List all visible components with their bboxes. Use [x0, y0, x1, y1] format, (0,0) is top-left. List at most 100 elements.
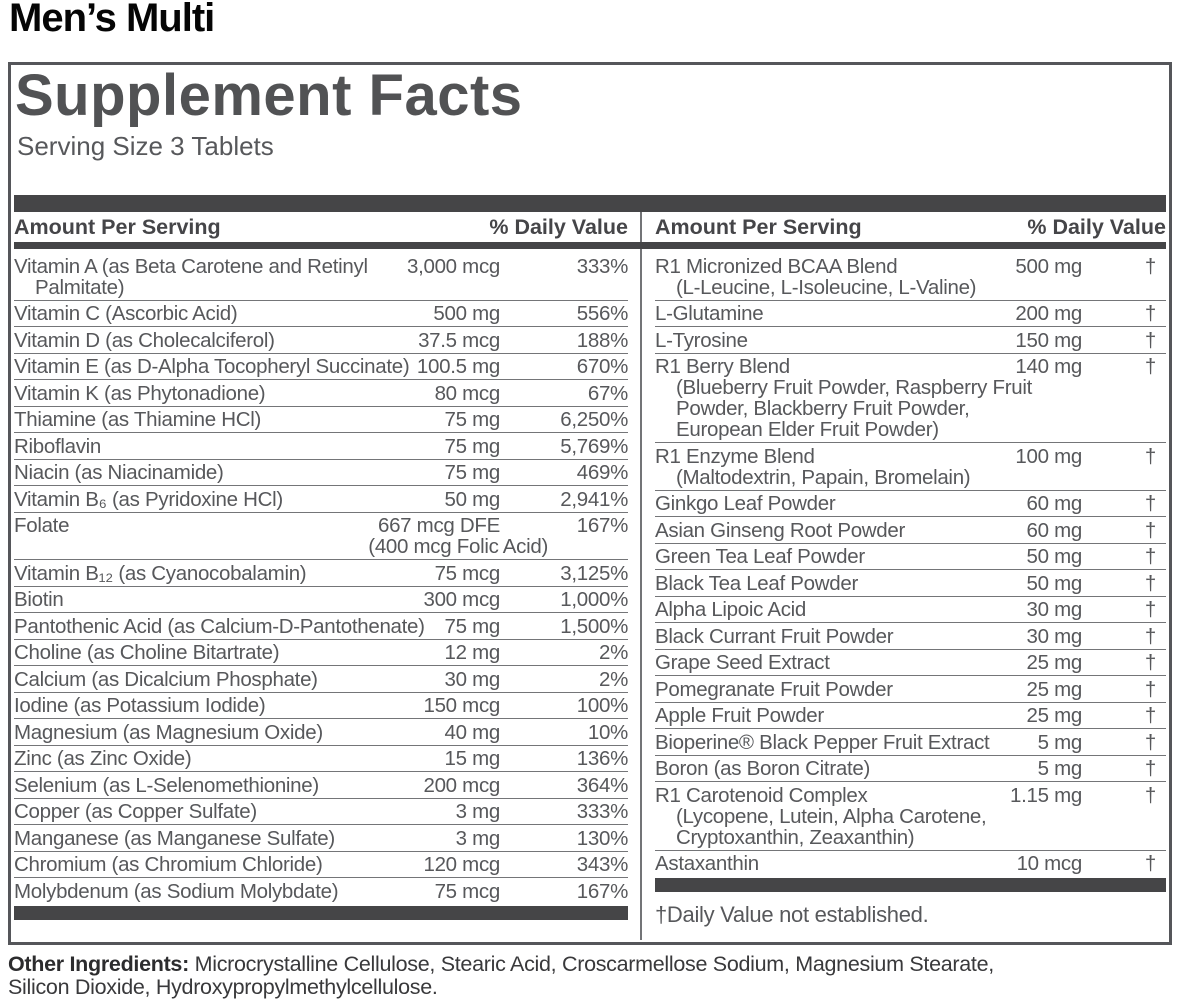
table-row: Vitamin C (Ascorbic Acid) 500 mg 556% [14, 301, 629, 327]
ingredient-daily-value: † [1144, 677, 1156, 701]
ingredient-name: R1 Micronized BCAA Blend (L-Leucine, L-Is… [655, 254, 977, 299]
ingredient-daily-value: † [1144, 355, 1156, 378]
ingredient-name: Boron (as Boron Citrate) [655, 757, 870, 780]
ingredient-name: Calcium (as Dicalcium Phosphate) [14, 667, 318, 691]
table-row: R1 Enzyme Blend (Maltodextrin, Papain, Br… [655, 443, 1166, 491]
ingredient-name: Vitamin K (as Phytonadione) [14, 381, 266, 405]
ingredient-amount: 30 mg [1026, 624, 1083, 648]
table-row: R1 Carotenoid Complex (Lycopene, Lutein, … [655, 782, 1166, 851]
table-row: Thiamine (as Thiamine HCl) 75 mg 6,250% [14, 407, 628, 433]
ingredient-amount: 300 mcg [423, 588, 500, 611]
ingredient-daily-value: 67% [587, 381, 628, 405]
daily-value-footnote: †Daily Value not established. [655, 902, 929, 927]
ingredient-daily-value: 2,941% [560, 487, 628, 511]
table-row: Pantothenic Acid (as Calcium-D-Pantothen… [14, 613, 628, 640]
ingredient-name: L-Tyrosine [655, 328, 748, 352]
ingredient-daily-value: 3,125% [560, 561, 628, 585]
ingredient-amount: 200 mg [1015, 302, 1082, 325]
ingredient-amount: 50 mg [1026, 545, 1083, 568]
left-bottom-bar [14, 905, 628, 920]
ingredient-name: Vitamin B₆ (as Pyridoxine HCl) [14, 487, 283, 511]
ingredient-amount: 50 mg [444, 487, 501, 511]
ingredient-name: Selenium (as L-Selenomethionine) [14, 773, 319, 797]
ingredient-name: Ginkgo Leaf Powder [655, 492, 836, 515]
facts-table: Amount Per Serving % Daily Value Amount … [14, 195, 1166, 928]
table-columns: Vitamin A (as Beta Carotene and Retinyl P… [14, 253, 1166, 928]
ingredient-name: Zinc (as Zinc Oxide) [14, 747, 192, 770]
ingredient-name: Bioperine® Black Pepper Fruit Extract [655, 730, 990, 754]
table-row: Iodine (as Potassium Iodide) 150 mcg 100% [14, 693, 629, 719]
ingredient-daily-value: 1,000% [560, 588, 628, 611]
table-row: Zinc (as Zinc Oxide) 15 mg 136% [14, 746, 629, 772]
amount-per-serving-header: Amount Per Serving [655, 215, 862, 239]
ingredient-name: Vitamin A (as Beta Carotene and Retinyl P… [14, 254, 368, 299]
table-row: Biotin 300 mcg 1,000% [14, 587, 628, 613]
ingredient-daily-value: 100% [576, 694, 629, 717]
ingredient-daily-value: 2% [598, 667, 628, 691]
ingredient-name: Biotin [14, 588, 64, 611]
ingredient-name: Niacin (as Niacinamide) [14, 461, 224, 484]
ingredient-name: Thiamine (as Thiamine HCl) [14, 408, 262, 431]
right-bottom-bar [655, 878, 1166, 892]
ingredient-amount: 75 mg [444, 461, 501, 484]
ingredient-name: Vitamin C (Ascorbic Acid) [14, 302, 238, 325]
ingredient-name: Manganese (as Manganese Sulfate) [14, 826, 335, 850]
ingredient-name: Iodine (as Potassium Iodide) [14, 694, 266, 717]
ingredient-daily-value: † [1144, 852, 1156, 875]
ingredient-amount: 3 mg [455, 826, 501, 850]
ingredient-amount: 200 mcg [423, 773, 500, 797]
ingredient-name: Asian Ginseng Root Powder [655, 518, 906, 542]
ingredient-amount: 1.15 mg [1010, 783, 1082, 807]
ingredient-amount: 500 mg [1015, 254, 1082, 278]
ingredient-daily-value: † [1144, 328, 1156, 352]
table-row: L-Glutamine 200 mg † [655, 301, 1166, 327]
ingredient-amount: 100.5 mg [416, 355, 500, 378]
other-ingredients-label: Other Ingredients: [8, 952, 189, 976]
ingredient-amount: 30 mg [1026, 598, 1083, 621]
table-row: Choline (as Choline Bitartrate) 12 mg 2% [14, 640, 628, 666]
amount-per-serving-header: Amount Per Serving [14, 215, 221, 239]
ingredient-name: Magnesium (as Magnesium Oxide) [14, 720, 323, 744]
ingredient-amount: 15 mg [444, 747, 501, 770]
right-column: R1 Micronized BCAA Blend (L-Leucine, L-Is… [655, 253, 1166, 928]
ingredient-amount: 50 mg [1026, 571, 1083, 595]
ingredient-name: Vitamin D (as Cholecalciferol) [14, 328, 275, 352]
other-ingredients-text: Microcrystalline Cellulose, Stearic Acid… [8, 952, 994, 999]
ingredient-amount: 75 mg [444, 408, 501, 431]
ingredient-amount: 120 mcg [423, 853, 500, 876]
product-title: Men’s Multi [9, 0, 215, 40]
ingredient-name: Vitamin B₁₂ (as Cyanocobalamin) [14, 561, 307, 585]
ingredient-amount: 150 mcg [423, 694, 500, 717]
ingredient-amount: 150 mg [1015, 328, 1082, 352]
right-column-rows: R1 Micronized BCAA Blend (L-Leucine, L-Is… [655, 253, 1166, 876]
ingredient-daily-value: 556% [576, 302, 629, 325]
ingredient-amount: 12 mg [444, 641, 501, 664]
ingredient-daily-value: 167% [576, 879, 629, 903]
ingredient-amount: 60 mg [1026, 492, 1083, 515]
ingredient-name: R1 Carotenoid Complex (Lycopene, Lutein, … [655, 783, 987, 849]
ingredient-amount: 75 mg [444, 434, 501, 458]
ingredient-name: L-Glutamine [655, 302, 764, 325]
table-row: Apple Fruit Powder 25 mg † [655, 703, 1166, 729]
ingredient-name: Copper (as Copper Sulfate) [14, 800, 257, 823]
ingredient-amount: 100 mg [1015, 444, 1082, 468]
ingredient-daily-value: † [1144, 254, 1156, 278]
ingredient-daily-value: 136% [576, 747, 629, 770]
panel-inner: Supplement Facts Serving Size 3 Tablets … [11, 65, 1169, 942]
table-row: Boron (as Boron Citrate) 5 mg † [655, 756, 1166, 782]
ingredient-amount: 75 mcg [434, 879, 501, 903]
table-row: Vitamin B₁₂ (as Cyanocobalamin) 75 mcg 3,1… [14, 560, 628, 587]
ingredient-daily-value: 343% [576, 853, 629, 876]
ingredient-name: Black Tea Leaf Powder [655, 571, 859, 595]
ingredient-daily-value: † [1144, 598, 1156, 621]
ingredient-amount: 140 mg [1015, 355, 1082, 378]
ingredient-daily-value: † [1144, 545, 1156, 568]
ingredient-name: Folate [14, 514, 70, 537]
ingredient-daily-value: † [1144, 302, 1156, 325]
ingredient-daily-value: 10% [587, 720, 628, 744]
ingredient-daily-value: † [1144, 651, 1156, 674]
table-row: Riboflavin 75 mg 5,769% [14, 433, 628, 460]
ingredient-amount: 30 mg [444, 667, 501, 691]
ingredient-name: Pantothenic Acid (as Calcium-D-Pantothen… [14, 614, 425, 638]
ingredient-name: Black Currant Fruit Powder [655, 624, 894, 648]
